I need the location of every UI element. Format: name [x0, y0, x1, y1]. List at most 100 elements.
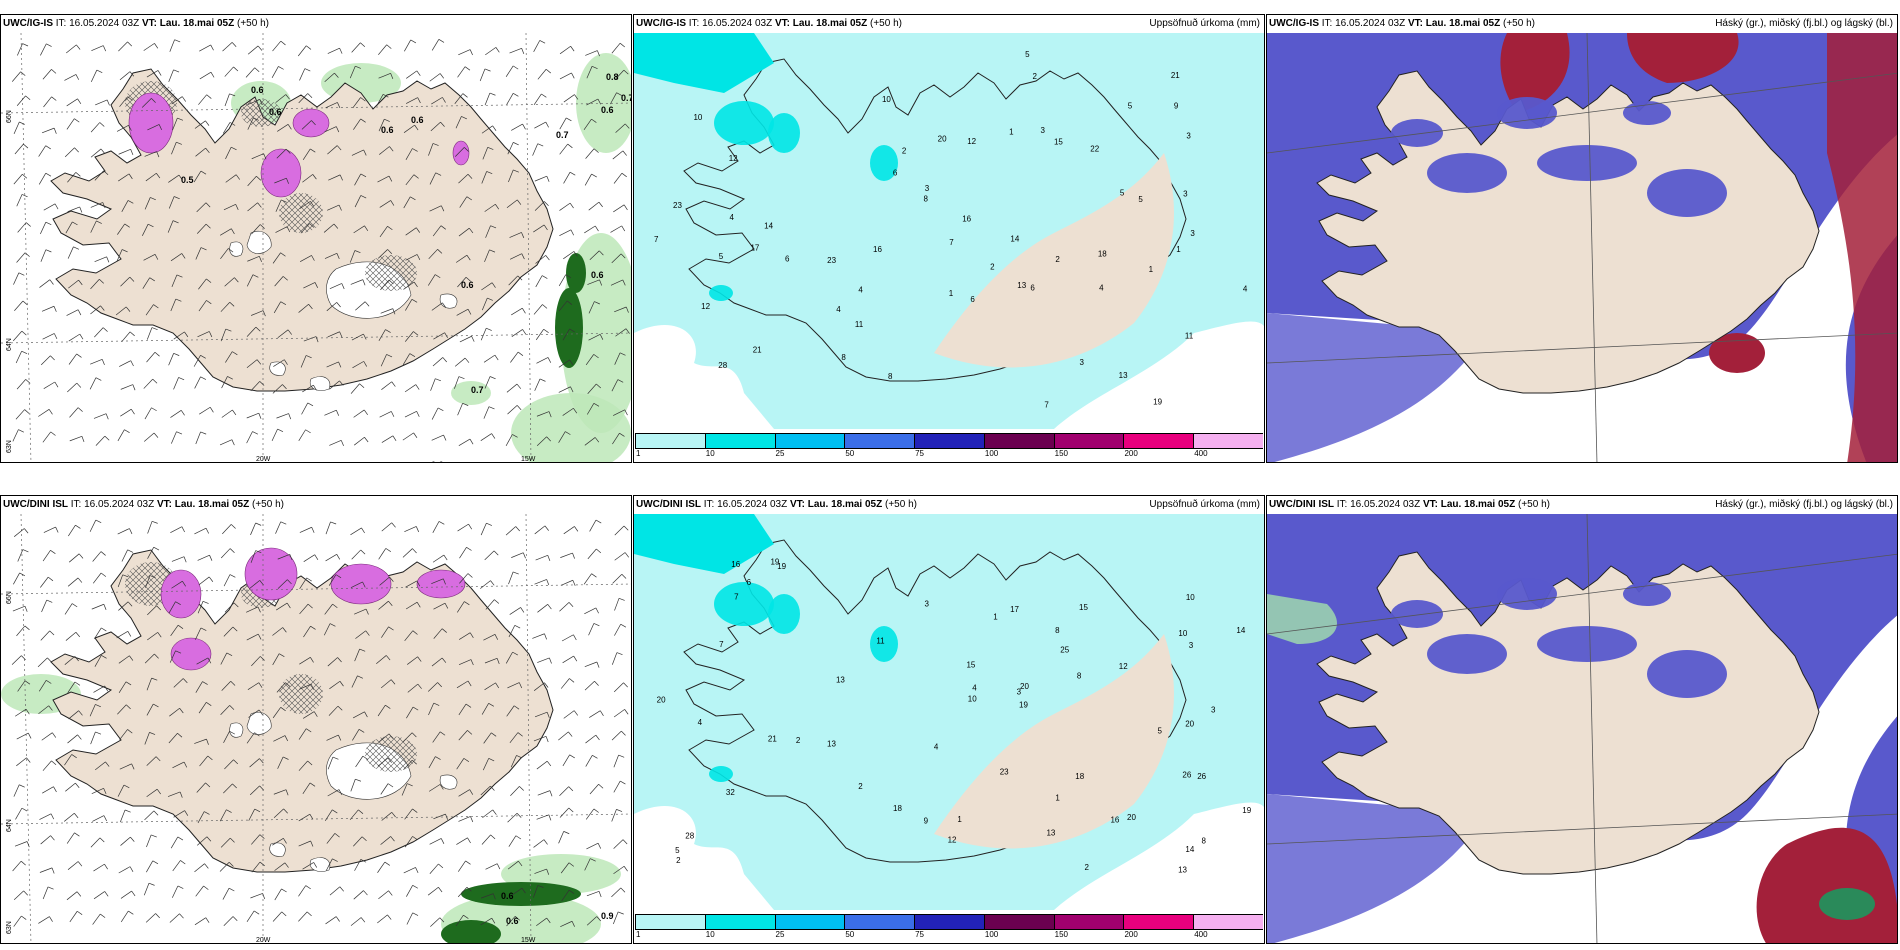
wind-barb-flag: [259, 861, 265, 867]
wind-barb: [117, 784, 125, 797]
wind-barb: [299, 657, 311, 665]
wind-barb-flag: [391, 812, 396, 818]
wind-barb: [611, 809, 617, 822]
wind-barb-flag: [285, 682, 291, 687]
wind-barb-flag: [334, 833, 340, 838]
wind-barb-flag: [105, 761, 110, 767]
wind-barb-flag: [593, 148, 599, 153]
heavy-precip-area: [566, 253, 586, 293]
wind-barb-flag: [360, 859, 367, 863]
colorbar-label: 400: [1194, 930, 1208, 939]
precip-amount-label: 3: [924, 599, 929, 608]
wind-barb: [197, 601, 204, 614]
wind-barb: [354, 173, 362, 186]
wind-barb: [559, 786, 569, 796]
cloud-map-panel-bottom: UWC/DINI ISL IT: 16.05.2024 03Z VT: Lau.…: [1266, 495, 1898, 944]
graticule-line: [1267, 72, 1897, 154]
wind-barb-flag: [205, 527, 210, 534]
wind-barb-flag: [386, 44, 392, 49]
wind-barb-flag: [232, 351, 238, 356]
wind-barb: [41, 127, 55, 134]
wind-barb: [247, 682, 260, 690]
wind-barb-flag: [384, 861, 390, 866]
wind-barb: [405, 97, 418, 104]
precip-value-label: 0.9: [601, 911, 614, 921]
wind-barb-flag: [282, 384, 287, 390]
wind-barb-flag: [277, 428, 284, 432]
precip-amount-label: 22: [1090, 144, 1099, 153]
wind-barb-flag: [23, 890, 29, 896]
high-cloud-area: [1627, 33, 1739, 83]
wind-barb-flag: [52, 732, 57, 738]
wind-barb-flag: [24, 252, 30, 257]
precip-amount-label: 26: [1182, 771, 1191, 780]
wind-barb: [560, 579, 573, 586]
wind-barb: [558, 274, 567, 287]
wind-barb: [585, 148, 595, 159]
precip-amount-label: 14: [764, 222, 773, 231]
wind-barb: [455, 116, 462, 129]
wind-barb: [277, 579, 288, 589]
wind-barb-flag: [78, 710, 83, 716]
wind-barb-flag: [464, 147, 469, 152]
wind-barb: [93, 685, 105, 693]
colorbar-segment: [635, 434, 705, 448]
wind-barb: [145, 172, 157, 182]
wind-barb-flag: [390, 200, 395, 206]
wind-barb-flag: [619, 352, 626, 356]
colorbar-segment: [1193, 915, 1263, 929]
wind-barb-flag: [104, 685, 109, 692]
wind-barb: [38, 680, 47, 692]
wind-barb-flag: [389, 146, 394, 152]
wind-barb-flag: [387, 226, 393, 231]
precip-amount-label: 16: [1110, 816, 1119, 825]
precip-amount-label: 13: [1046, 829, 1055, 838]
precip-amount-label: 3: [1079, 358, 1084, 367]
wind-barb-flag: [390, 73, 394, 79]
wind-barb: [589, 784, 599, 795]
wind-barb-flag: [359, 648, 366, 652]
wind-barb-flag: [412, 912, 419, 916]
wind-barb: [427, 274, 436, 286]
wind-barb: [68, 524, 76, 537]
wind-barb: [276, 148, 287, 159]
wind-barb: [92, 815, 105, 822]
wind-barb-flag: [152, 378, 158, 384]
wind-barb: [458, 659, 472, 666]
wind-barb: [328, 574, 337, 586]
wind-barb: [585, 808, 595, 820]
precip-amount-label: 19: [770, 558, 779, 567]
wind-barb-flag: [259, 99, 263, 106]
wind-barb: [534, 525, 546, 535]
wind-barb-flag: [283, 838, 287, 844]
wind-barb: [251, 153, 264, 160]
wind-barb-flag: [283, 808, 288, 814]
wind-barb-flag: [622, 150, 627, 156]
wind-barb: [508, 571, 514, 585]
wind-barb-flag: [51, 69, 57, 74]
wind-barb: [196, 657, 209, 665]
wind-barb-flag: [335, 574, 342, 579]
lat-label-64n: 64N: [6, 338, 13, 351]
wind-barb: [586, 890, 600, 897]
wind-barb-flag: [78, 553, 84, 559]
wind-barb-flag: [178, 377, 185, 381]
wind-barb: [377, 175, 390, 183]
wind-barb-flag: [259, 656, 265, 661]
wind-barb: [298, 303, 309, 313]
wind-barb: [429, 172, 437, 185]
wind-barb-flag: [158, 124, 163, 131]
glacier-shape: [439, 293, 458, 309]
wind-barb-flag: [620, 253, 626, 259]
wind-barb: [169, 707, 180, 717]
wind-barb: [404, 331, 414, 342]
wind-barb: [353, 409, 365, 418]
wind-barb-flag: [410, 196, 416, 201]
wind-barb: [92, 572, 102, 584]
wind-barb-flag: [204, 863, 209, 869]
wind-barb-flag: [441, 657, 447, 663]
wind-barb: [68, 279, 79, 289]
wind-barb-flag: [390, 679, 396, 685]
wind-barb: [271, 66, 279, 79]
wind-barb: [432, 521, 440, 533]
